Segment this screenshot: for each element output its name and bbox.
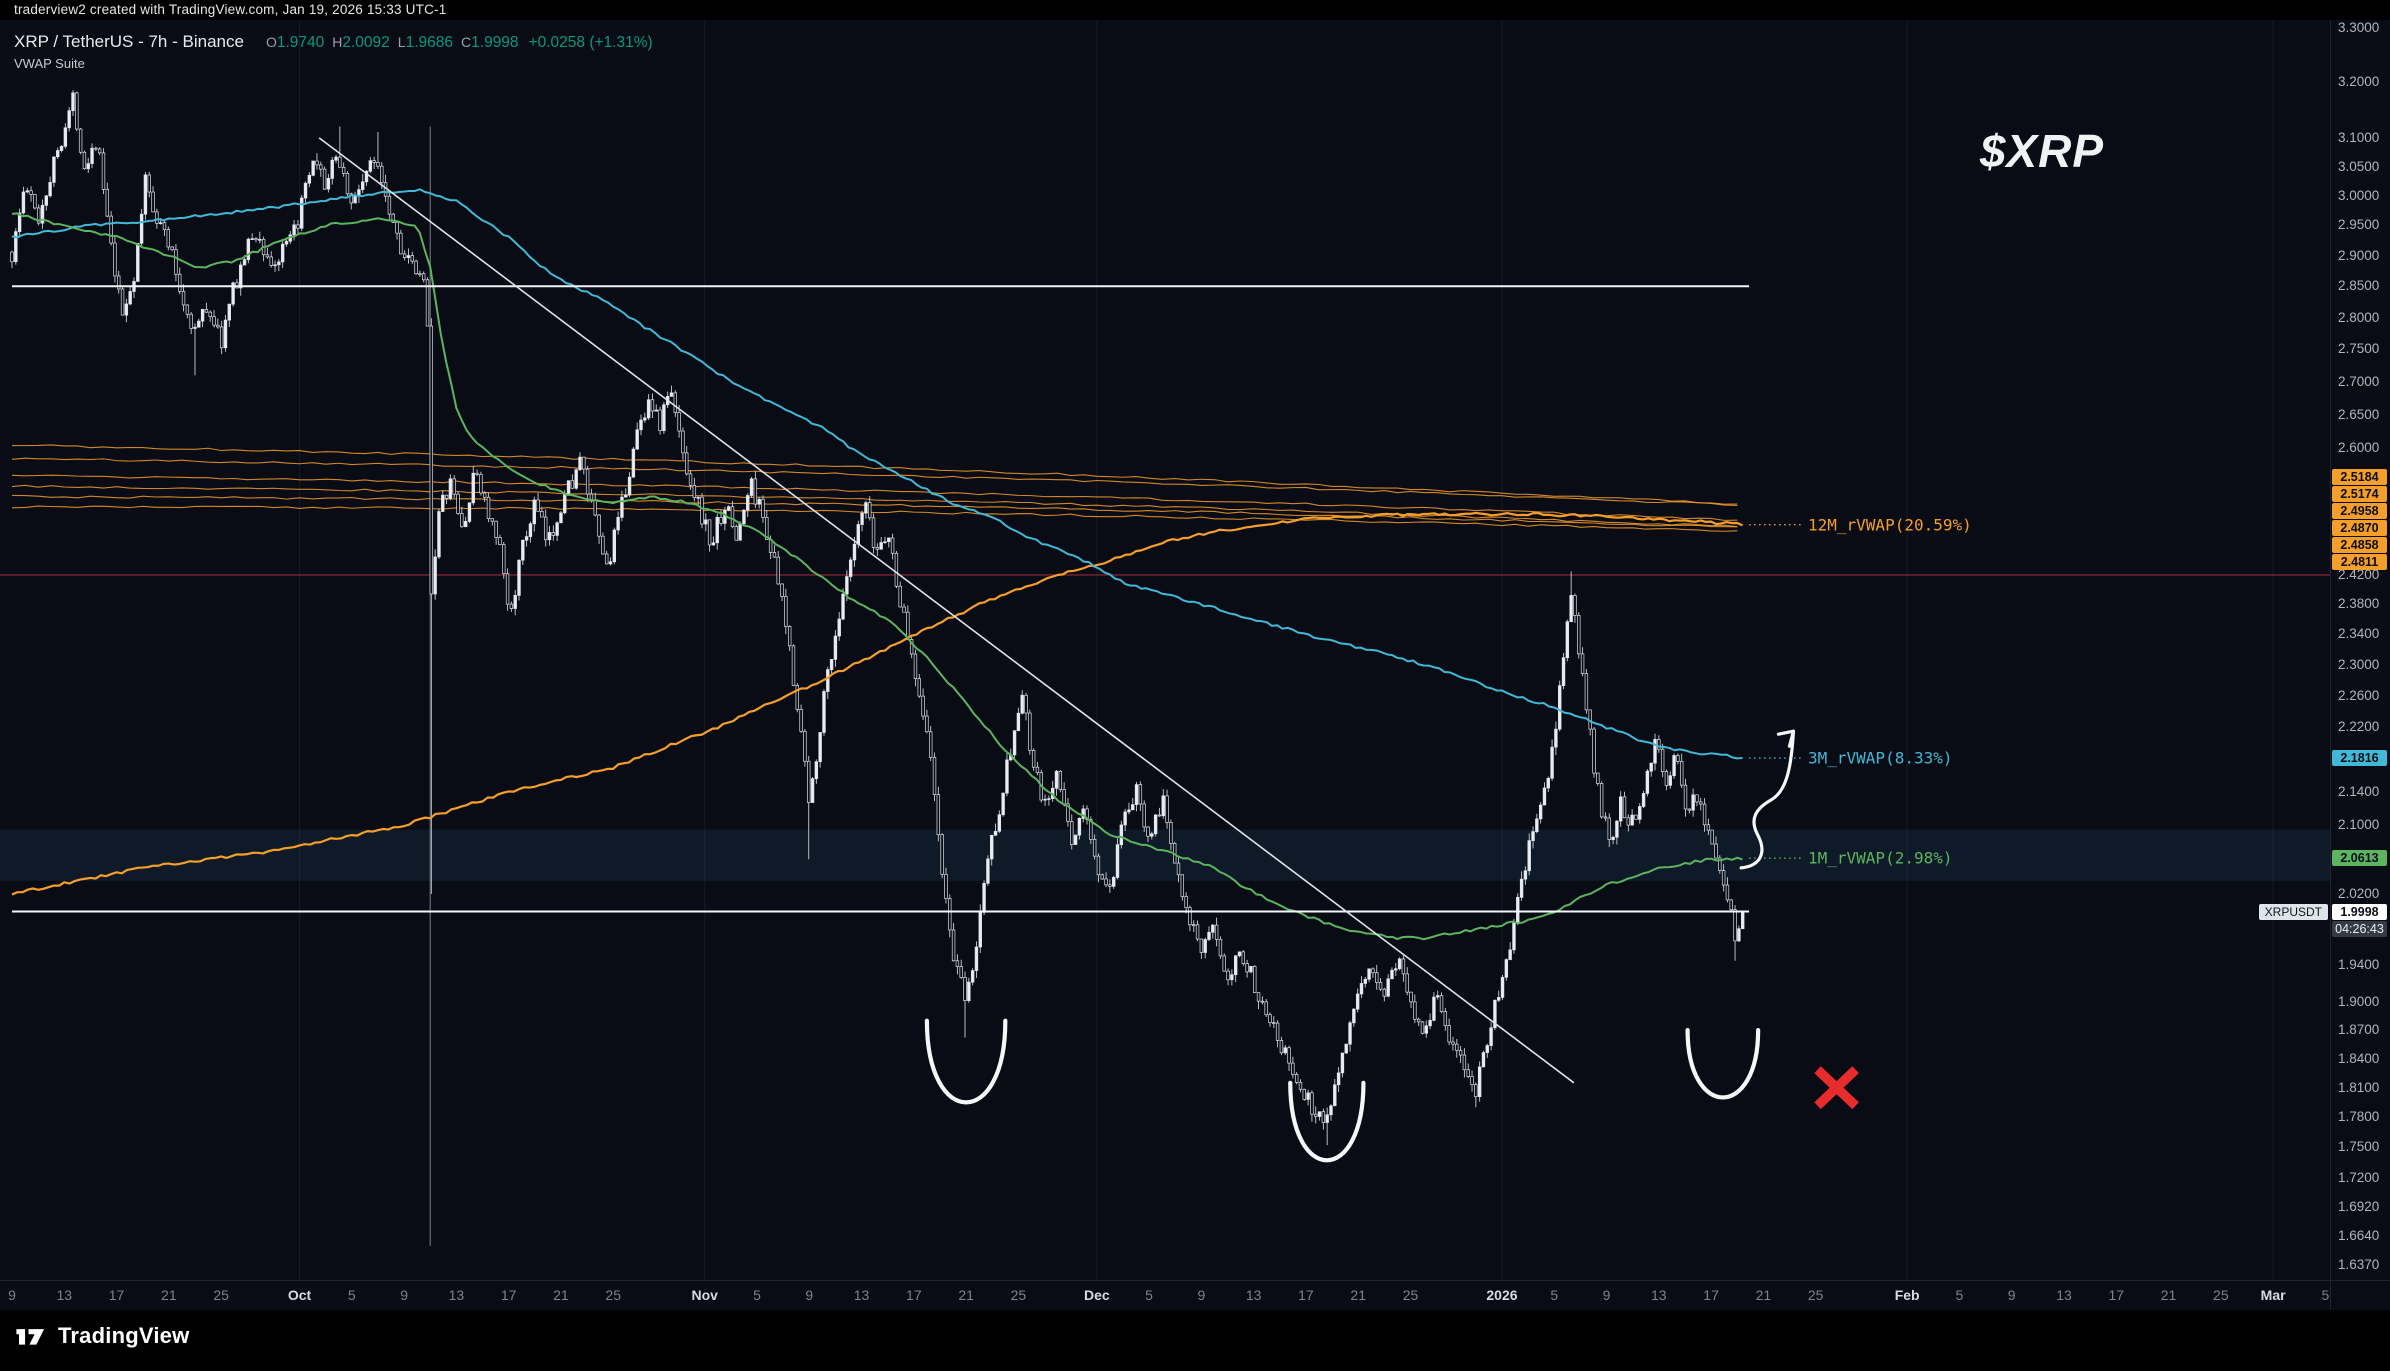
price-change: +0.0258 (+1.31%) (528, 34, 653, 51)
tradingview-logo[interactable]: TradingView (14, 1323, 189, 1349)
tradingview-logo-icon (16, 1329, 45, 1345)
indicator-legend-vwap-suite[interactable]: VWAP Suite (14, 56, 85, 71)
vwap12m-line[interactable] (11, 511, 1743, 896)
symbol-title[interactable]: XRP / TetherUS - 7h - Binance (14, 32, 244, 51)
ohlc-high-value: 2.0092 (342, 34, 390, 51)
chart-background (0, 20, 2390, 1310)
attribution-bar: traderview2 created with TradingView.com… (0, 0, 2390, 20)
rejection-x-mark[interactable] (1814, 1066, 1859, 1110)
attribution-text: traderview2 created with TradingView.com… (14, 2, 447, 17)
vwap1m-line[interactable] (11, 212, 1743, 941)
vwap3m-line[interactable] (11, 188, 1743, 760)
breakout-arrow[interactable] (1739, 729, 1796, 870)
footer-bar: TradingView (0, 1310, 2390, 1366)
candles-layer[interactable] (10, 90, 1745, 1146)
support-zone[interactable] (0, 829, 2330, 881)
ohlc-low-value: 1.9686 (405, 34, 454, 51)
rounded-bottom-arcs[interactable] (924, 1018, 1761, 1163)
brand-name: TradingView (58, 1323, 190, 1348)
symbol-watermark: $XRP (1979, 125, 2104, 177)
descending-trendline[interactable] (318, 137, 1575, 1084)
symbol-header: XRP / TetherUS - 7h - Binance O1.9740 H2.0… (14, 32, 653, 52)
ohlc-close-value: 1.9998 (471, 34, 519, 51)
ohlc-open-label: O (265, 34, 277, 50)
ohlc-open-value: 1.9740 (276, 34, 325, 51)
ohlc-high-label: H (332, 34, 343, 50)
ohlc-low-label: L (397, 34, 406, 50)
ohlc-close-label: C (461, 34, 472, 50)
